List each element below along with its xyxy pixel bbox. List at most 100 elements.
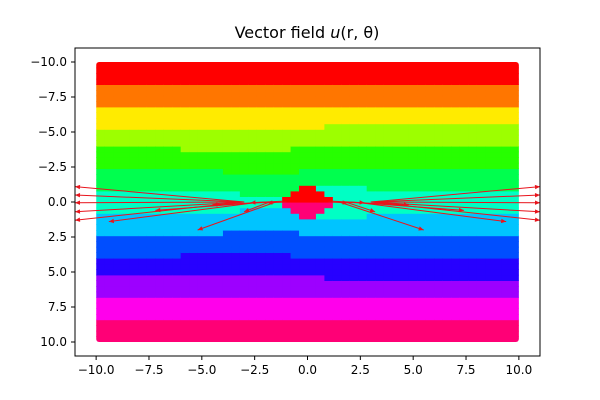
contour-cell <box>273 213 283 220</box>
contour-cell <box>417 297 427 304</box>
contour-cell <box>206 246 216 253</box>
contour-cell <box>113 230 123 237</box>
contour-cell <box>138 235 148 242</box>
contour-cell <box>366 302 376 309</box>
contour-cell <box>383 308 393 315</box>
contour-cell <box>375 112 385 119</box>
contour-cell <box>493 168 503 175</box>
contour-cell <box>129 319 140 326</box>
contour-cell <box>197 280 207 287</box>
contour-cell <box>332 185 342 192</box>
contour-cell <box>206 84 216 91</box>
contour-cell <box>273 101 283 108</box>
contour-cell <box>282 157 292 164</box>
contour-cell <box>383 196 393 203</box>
contour-cell <box>366 218 376 225</box>
contour-cell <box>324 202 334 209</box>
contour-cell <box>442 258 452 265</box>
contour-cell <box>324 319 334 326</box>
contour-cell <box>341 235 351 242</box>
contour-cell <box>146 129 156 136</box>
contour-cell <box>231 246 241 253</box>
contour-cell <box>290 286 300 293</box>
contour-cell <box>231 146 241 153</box>
contour-cell <box>425 230 435 237</box>
contour-cell <box>121 73 131 80</box>
contour-cell <box>96 230 106 237</box>
contour-cell <box>358 62 368 69</box>
contour-cell <box>265 78 275 85</box>
contour-cell <box>113 319 123 326</box>
contour-cell <box>265 302 275 309</box>
contour-cell <box>400 241 410 248</box>
contour-cell <box>459 308 469 315</box>
contour-cell <box>425 308 435 315</box>
contour-cell <box>231 258 241 265</box>
contour-cell <box>341 280 351 287</box>
contour-cell <box>172 336 182 342</box>
contour-cell <box>442 123 452 130</box>
contour-cell <box>349 291 359 298</box>
contour-cell <box>400 157 410 164</box>
contour-cell <box>299 308 309 315</box>
contour-cell <box>256 241 266 248</box>
contour-cell <box>104 95 114 102</box>
contour-cell <box>425 330 435 337</box>
contour-cell <box>222 302 233 309</box>
contour-cell <box>408 325 419 332</box>
contour-cell <box>96 174 106 181</box>
contour-cell <box>315 241 326 248</box>
contour-cell <box>332 62 342 69</box>
contour-cell <box>172 174 182 181</box>
contour-cell <box>341 151 351 158</box>
contour-cell <box>476 297 486 304</box>
contour-cell <box>239 308 249 315</box>
contour-cell <box>239 302 249 309</box>
contour-cell <box>408 162 419 169</box>
contour-cell <box>121 319 131 326</box>
contour-cell <box>476 330 486 337</box>
contour-cell <box>248 308 258 315</box>
contour-cell <box>392 140 402 147</box>
contour-cell <box>476 319 486 326</box>
contour-cell <box>265 314 275 321</box>
contour-cell <box>180 151 190 158</box>
contour-cell <box>239 252 249 259</box>
contour-cell <box>442 185 452 192</box>
contour-cell <box>451 224 461 231</box>
contour-cell <box>197 325 207 332</box>
contour-cell <box>197 286 207 293</box>
contour-cell <box>113 258 123 265</box>
contour-cell <box>383 129 393 136</box>
contour-cell <box>222 174 233 181</box>
contour-cell <box>197 252 207 259</box>
contour-cell <box>366 235 376 242</box>
contour-cell <box>383 84 393 91</box>
contour-cell <box>392 319 402 326</box>
contour-cell <box>493 263 503 270</box>
contour-cell <box>324 151 334 158</box>
contour-cell <box>485 62 495 69</box>
contour-cell <box>121 84 131 91</box>
contour-cell <box>290 78 300 85</box>
contour-cell <box>476 308 486 315</box>
contour-cell <box>197 207 207 214</box>
contour-cell <box>214 224 224 231</box>
quiver-arrow <box>339 201 424 231</box>
contour-cell <box>485 280 495 287</box>
contour-cell <box>155 129 165 136</box>
contour-cell <box>400 263 410 270</box>
contour-cell <box>273 207 283 214</box>
contour-cell <box>189 308 199 315</box>
contour-cell <box>307 224 317 231</box>
contour-cell <box>265 274 275 281</box>
contour-cell <box>239 325 249 332</box>
contour-cell <box>265 179 275 186</box>
contour-cell <box>197 269 207 276</box>
contour-cell <box>332 325 342 332</box>
contour-cell <box>146 112 156 119</box>
contour-cell <box>129 106 140 113</box>
contour-cell <box>459 67 469 74</box>
contour-cell <box>383 241 393 248</box>
contour-cell <box>206 297 216 304</box>
